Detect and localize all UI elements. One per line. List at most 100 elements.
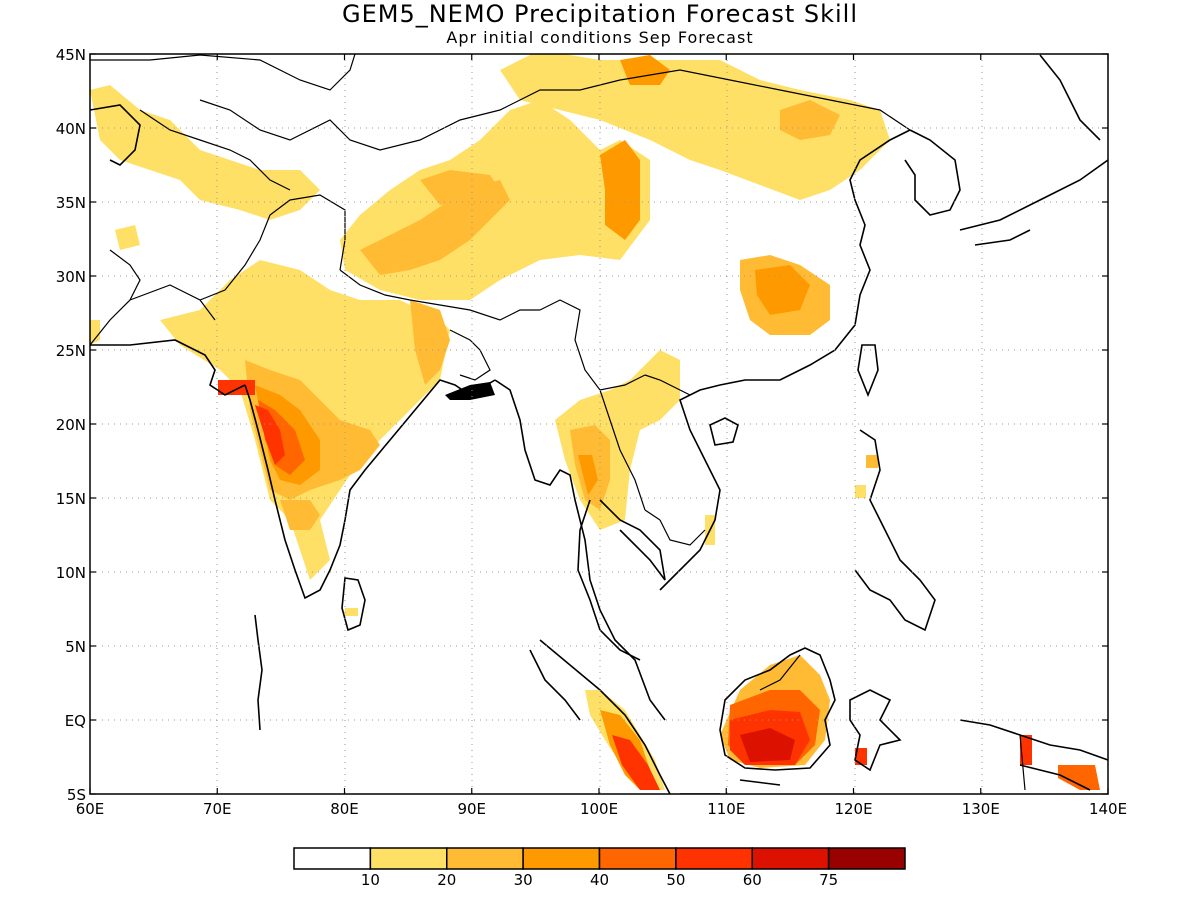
skill-region-india-mid-south (280, 500, 320, 530)
border-1 (90, 249, 216, 346)
tick-marks (89, 53, 1109, 795)
coast-bangladesh-burma (494, 379, 666, 721)
legend-label: 50 (666, 871, 685, 889)
skill-region-west-2-light (90, 320, 100, 345)
coast-sumatra (539, 639, 671, 794)
skill-region-guinea-2 (1058, 765, 1100, 790)
lat-tick-label: 15N (56, 490, 86, 508)
country-borders (90, 54, 1026, 791)
coast-borneo (719, 647, 836, 771)
lat-tick-label: 5N (65, 638, 86, 656)
latitude-axis: 5S EQ 5N 10N 15N 20N 25N 30N 35N 40N 45N (56, 46, 86, 804)
skill-region-borneo-max (740, 728, 795, 762)
skill-region-mid-5 (780, 100, 840, 140)
border-7 (90, 54, 356, 91)
lon-tick-label: 110E (707, 800, 745, 818)
legend-swatch (446, 847, 524, 870)
skill-region-tibet-mid-2 (420, 170, 500, 205)
legend-swatch (369, 847, 448, 870)
legend-label: 40 (590, 871, 609, 889)
skill-region-guinea-1 (1020, 735, 1032, 765)
skill-region-gujarat (218, 380, 255, 395)
coast-sumatra-2 (529, 649, 581, 721)
border-10 (644, 509, 706, 546)
skill-region-north-light (500, 54, 890, 200)
legend-label: 30 (514, 871, 533, 889)
lon-tick-label: 120E (834, 800, 872, 818)
coast-philippines (854, 429, 936, 632)
legend-label: 20 (437, 871, 456, 889)
skill-region-india-max (255, 405, 285, 465)
chart-title: GEM5_NEMO Precipitation Forecast Skill (341, 0, 859, 28)
legend-swatch (293, 847, 372, 870)
border-2 (199, 194, 346, 301)
skill-region-west-light (90, 85, 320, 220)
lon-tick-label: 130E (962, 800, 1000, 818)
skill-region-myanmar-high (578, 455, 598, 495)
skill-region-srilanka (345, 608, 358, 616)
border-5 (599, 374, 691, 511)
lat-tick-label: 45N (56, 46, 86, 64)
lon-tick-label: 80E (330, 800, 359, 818)
coast-caspian (90, 104, 141, 166)
map-area (90, 54, 1108, 794)
coast-srilanka (341, 577, 366, 632)
lat-tick-label: 25N (56, 342, 86, 360)
legend-label: 60 (743, 871, 762, 889)
bangladesh-delta (445, 382, 495, 400)
longitude-axis: 60E 70E 80E 90E 100E 110E 120E 130E 140E (76, 800, 1127, 818)
skill-region-mp (410, 300, 450, 385)
coast-thai-gulf (599, 499, 666, 581)
legend-swatch (598, 847, 677, 870)
border-11 (759, 654, 1026, 791)
coast-hainan (709, 417, 739, 446)
legend-label: 75 (819, 871, 838, 889)
skill-region-china-mid (755, 265, 810, 315)
border-4 (539, 299, 646, 391)
legend-swatch (675, 847, 753, 870)
coast-maldives (254, 614, 263, 731)
skill-region-mid-3 (600, 140, 640, 240)
lat-tick-label: 35N (56, 194, 86, 212)
lon-tick-label: 60E (76, 800, 105, 818)
coast-china-south (719, 129, 911, 386)
border-3 (339, 269, 540, 321)
lat-tick-label: 5S (67, 786, 86, 804)
coast-new-guinea (959, 719, 1108, 791)
colorbar-legend: 10 20 30 40 50 60 75 (293, 847, 906, 889)
legend-label: 10 (361, 871, 380, 889)
lon-tick-label: 70E (203, 800, 232, 818)
coast-india-west (244, 379, 496, 600)
skill-region-phil-2 (855, 485, 866, 498)
skill-region-tibet-mid (360, 180, 510, 275)
lat-tick-label: EQ (65, 712, 86, 730)
lon-tick-label: 90E (457, 800, 486, 818)
coast-java (680, 779, 781, 794)
skill-region-guinea-3 (855, 748, 867, 765)
lat-tick-label: 30N (56, 268, 86, 286)
border-8 (199, 69, 911, 151)
coast-sulawesi (849, 689, 902, 772)
skill-shading (90, 54, 1100, 790)
lat-tick-label: 40N (56, 120, 86, 138)
skill-region-phil-1 (866, 455, 878, 468)
legend-swatch (522, 847, 601, 870)
border-9 (139, 109, 291, 191)
lon-tick-label: 140E (1089, 800, 1127, 818)
legend-swatch (827, 847, 906, 870)
coastlines (90, 54, 1108, 794)
coast-korea (904, 129, 961, 216)
coast-malay-peninsula (577, 499, 641, 661)
skill-region-sumatra-high (612, 735, 660, 790)
lat-tick-label: 10N (56, 564, 86, 582)
coast-arabia-iran (90, 339, 246, 396)
lon-tick-label: 100E (580, 800, 618, 818)
coast-japan (959, 54, 1108, 246)
lat-tick-label: 20N (56, 416, 86, 434)
legend-swatch (751, 847, 830, 870)
border-6 (449, 329, 491, 381)
chart-subtitle: Apr initial conditions Sep Forecast (446, 28, 754, 47)
coast-taiwan (857, 344, 879, 398)
coast-vietnam (659, 384, 721, 591)
